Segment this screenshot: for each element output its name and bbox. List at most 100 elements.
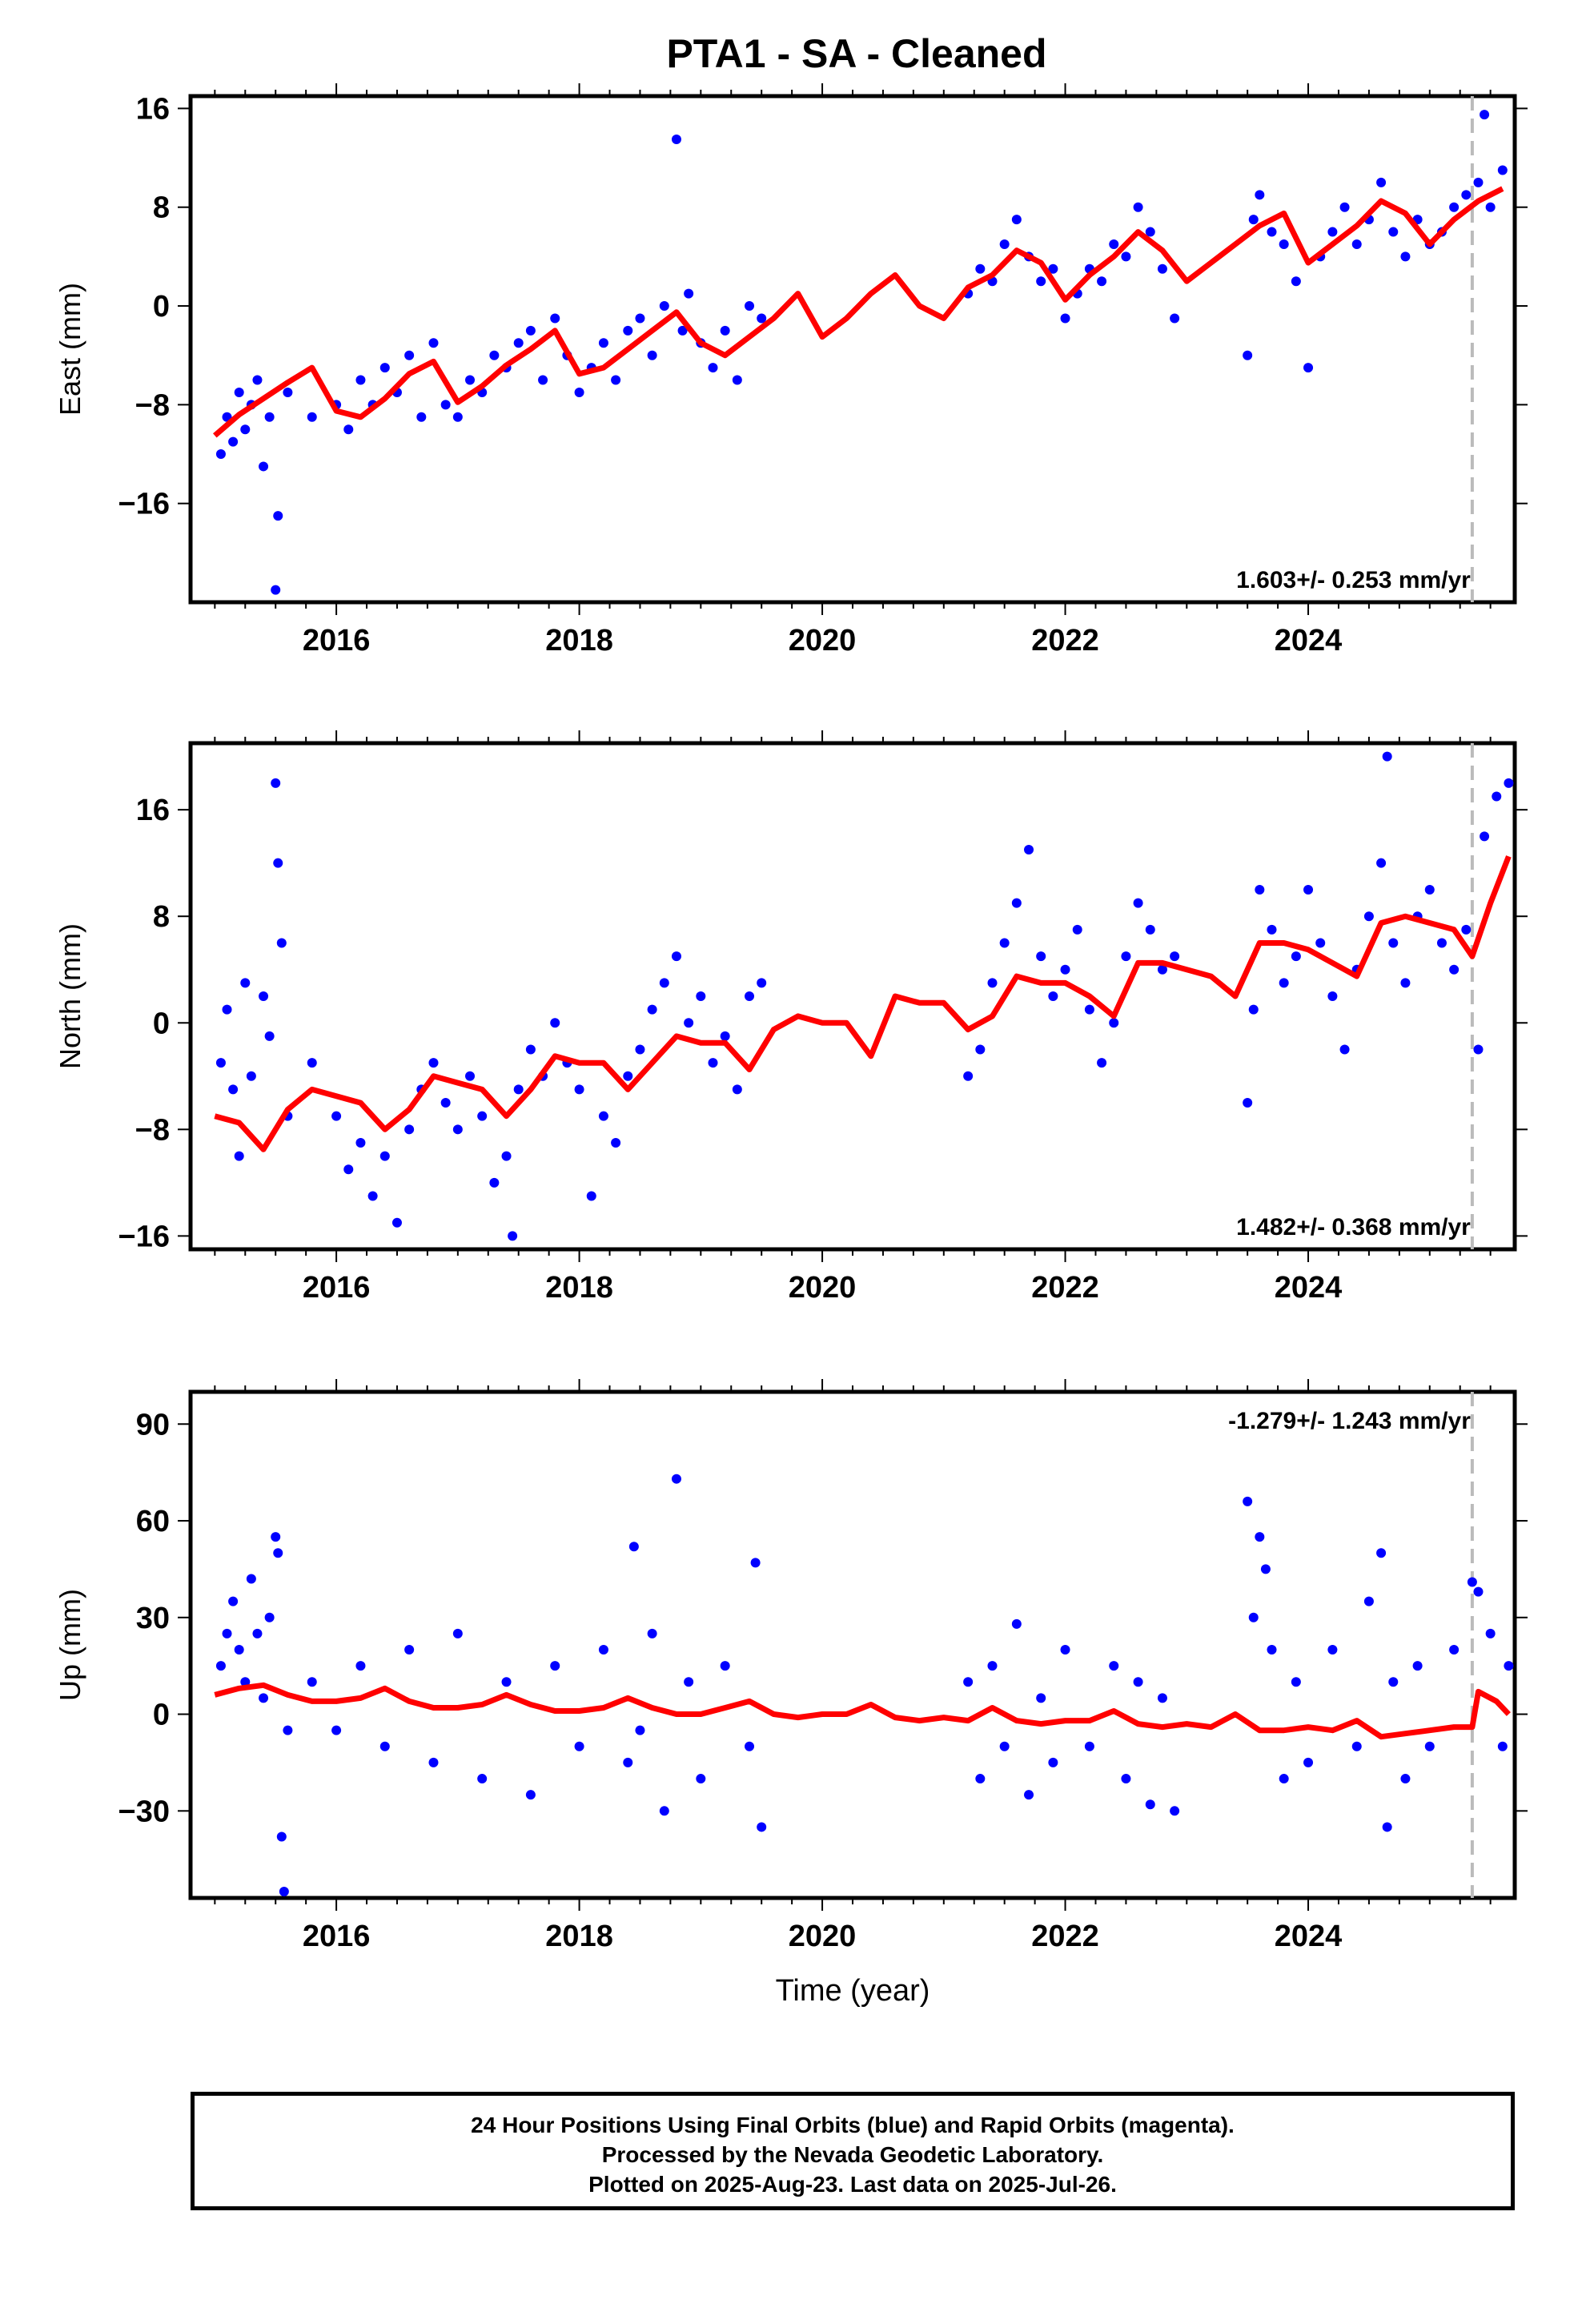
panel-1-data-point [1243, 350, 1253, 360]
panel-1-data-point [228, 436, 239, 447]
panel-1-data-point [1497, 165, 1508, 175]
panel-3-data-point [1121, 1774, 1131, 1784]
panel-2-data-point [999, 938, 1010, 948]
panel-3-data-point [623, 1757, 633, 1767]
panel-1-y-tick-label: 8 [153, 191, 170, 225]
panel-3-data-point [379, 1741, 390, 1751]
panel-2-data-point [343, 1164, 354, 1175]
panel-1-data-point [671, 134, 681, 144]
panel-2-data-point [1492, 791, 1502, 802]
panel-2-data-point [391, 1217, 402, 1228]
panel-2-data-point [1097, 1058, 1107, 1068]
panel-2-data-point [1267, 924, 1277, 935]
panel-2-data-point [684, 1018, 694, 1028]
panel-3-y-tick-label: 60 [136, 1505, 170, 1538]
panel-3-data-point [696, 1774, 706, 1784]
panel-3-data-point [452, 1628, 463, 1638]
panel-2-data-point [1339, 1044, 1350, 1055]
panel-3-data-point [1376, 1548, 1387, 1558]
panel-1-data-point [647, 350, 657, 360]
panel-1-data-point [1291, 276, 1301, 287]
panel-2-data-point [1504, 778, 1514, 788]
panel-1-data-point [240, 424, 251, 435]
chart-title: PTA1 - SA - Cleaned [666, 31, 1047, 76]
panel-2-data-point [271, 778, 281, 788]
panel-1-data-point [273, 511, 283, 521]
panel-1-data-point [271, 585, 281, 595]
panel-2-frame [188, 741, 1517, 1252]
panel-2-data-point [1109, 1018, 1119, 1028]
panel-3-data-point [1084, 1741, 1094, 1751]
panel-3-data-point [720, 1661, 730, 1671]
panel-1-data-point [1248, 215, 1259, 225]
panel-2-x-tick-label: 2016 [303, 1271, 371, 1305]
panel-3-data-point [1109, 1661, 1119, 1671]
panel-2-data-point [1388, 938, 1399, 948]
panel-2-data-point [659, 978, 669, 988]
panel-1-data-point [1157, 263, 1167, 274]
panel-1-data-point [440, 400, 451, 410]
panel-2-x-tick-label: 2018 [545, 1271, 613, 1305]
panel-3-data-point [215, 1661, 226, 1671]
panel-1-data-point [757, 313, 767, 324]
panel-1-data-point [1109, 239, 1119, 249]
panel-2-data-point [331, 1111, 342, 1121]
panel-2-data-point [1170, 951, 1180, 962]
panel-3-data-point [635, 1725, 645, 1735]
panel-3-data-point [273, 1548, 283, 1558]
panel-3-data-point [1170, 1806, 1180, 1816]
panel-1-x-tick-label: 2016 [303, 624, 371, 657]
panel-1-data-point [343, 424, 354, 435]
panel-3-data-point [1473, 1586, 1484, 1597]
panel-2-data-point [1279, 978, 1289, 988]
panel-1-data-point [1303, 363, 1314, 373]
panel-1-y-tick-label: 0 [153, 290, 170, 324]
panel-2-data-point [671, 951, 681, 962]
panel-3-data-point [647, 1628, 657, 1638]
panel-3-data-point [975, 1774, 986, 1784]
panel-2-data-point [745, 991, 755, 1001]
panel-1-x-tick-label: 2018 [545, 624, 613, 657]
panel-3-data-point [1157, 1693, 1167, 1703]
panel-3-data-point [1363, 1596, 1374, 1606]
panel-2-data-point [1480, 831, 1490, 842]
caption-line-2: Processed by the Nevada Geodetic Laborat… [601, 2142, 1104, 2167]
panel-2-trend-line [214, 855, 1512, 1152]
panel-2-data-point [963, 1071, 974, 1081]
panel-2-data-point [367, 1191, 378, 1201]
caption-line-1: 24 Hour Positions Using Final Orbits (bl… [471, 2113, 1235, 2137]
panel-1-data-point [574, 387, 584, 397]
panel-1-data-point [1473, 177, 1484, 187]
panel-3-data-point [428, 1757, 439, 1767]
panel-2-data-point [1048, 991, 1058, 1001]
panel-2-data-point [273, 858, 283, 868]
panel-1-data-point [635, 313, 645, 324]
panel-1-data-point [1121, 251, 1131, 262]
panel-1-y-tick-label: −8 [135, 388, 170, 422]
panel-3-data-point [963, 1677, 974, 1687]
panel-2-data-point [1121, 951, 1131, 962]
panel-1-data-point [1376, 177, 1387, 187]
panel-2-data-point [240, 978, 251, 988]
panel-3-data-point [745, 1741, 755, 1751]
panel-2-data-point [1036, 951, 1046, 962]
panel-3-data-point [525, 1790, 536, 1800]
panel-1-data-point [708, 363, 718, 373]
panel-3-data-point [1145, 1799, 1155, 1810]
panel-2-x-tick-label: 2020 [789, 1271, 857, 1305]
panel-1-y-tick-label: 16 [136, 92, 170, 126]
panel-2-data-point [246, 1071, 256, 1081]
panel-2-data-point [264, 1031, 275, 1041]
panel-3-data-point [628, 1542, 639, 1552]
panel-3-data-point [1327, 1645, 1338, 1655]
panel-1-data-point [1351, 239, 1362, 249]
panel-3-data-point [1467, 1577, 1477, 1587]
panel-1-data-point [452, 412, 463, 422]
panel-3-data-point [477, 1774, 488, 1784]
panel-2-data-point [465, 1071, 476, 1081]
panel-1-data-point [1400, 251, 1411, 262]
panel-3-data-point [1303, 1757, 1314, 1767]
panel-2-data-point [987, 978, 998, 988]
panel-2-data-point [1315, 938, 1326, 948]
panel-1-y-tick-label: −16 [118, 488, 170, 521]
